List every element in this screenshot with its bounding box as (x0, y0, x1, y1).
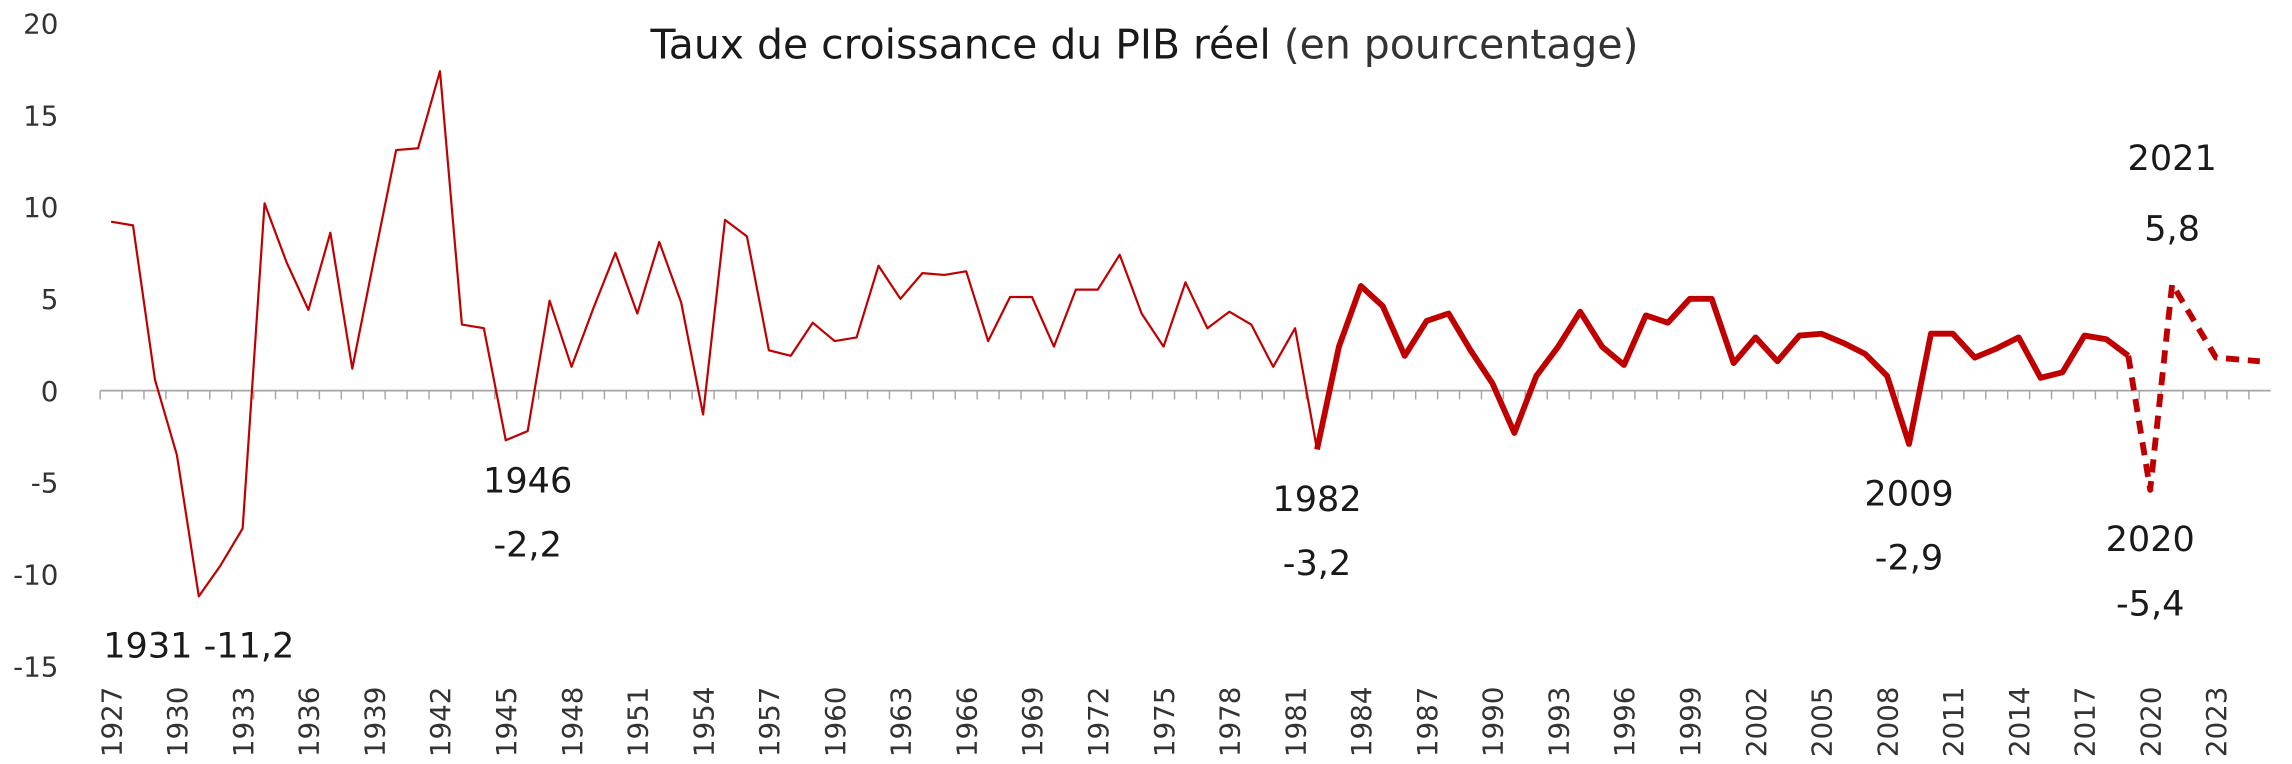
x-tick-label: 1990 (1477, 687, 1510, 758)
x-tick-label: 1939 (358, 687, 391, 758)
x-tick-label: 2023 (2200, 687, 2233, 758)
x-tick-label: 1948 (556, 687, 589, 758)
x-tick-label: 1930 (161, 687, 194, 758)
annotation: -5,4 (2116, 583, 2184, 624)
x-tick-label: 2008 (1871, 687, 1904, 758)
x-tick-label: 1996 (1608, 687, 1641, 758)
annotation: -2,9 (1875, 538, 1943, 579)
chart-title: Taux de croissance du PIB réel (650, 20, 1271, 68)
y-tick-label: -15 (13, 650, 58, 683)
annotation: 1931 -11,2 (103, 626, 294, 667)
chart-title-group: Taux de croissance du PIB réel (en pourc… (650, 20, 1639, 68)
chart-subtitle: (en pourcentage) (1284, 20, 1639, 68)
y-tick-label: -10 (13, 559, 58, 592)
x-tick-label: 1981 (1279, 687, 1312, 758)
x-tick-label: 1936 (293, 687, 326, 758)
x-tick-label: 2005 (1806, 687, 1839, 758)
x-tick-label: 2011 (1937, 687, 1970, 758)
x-tick-label: 1945 (490, 687, 523, 758)
series-line (2125, 281, 2261, 493)
x-tick-label: 1999 (1674, 687, 1707, 758)
x-tick-label: 1975 (1148, 687, 1181, 758)
x-tick-label: 2014 (2003, 687, 2036, 758)
x-tick-label: 1951 (622, 687, 655, 758)
annotation: -3,2 (1283, 543, 1351, 584)
y-tick-label: 20 (23, 8, 58, 41)
y-tick-label: -5 (31, 467, 59, 500)
y-tick-label: 10 (23, 191, 58, 224)
x-tick-label: 2020 (2134, 687, 2167, 758)
series-line (110, 70, 1319, 598)
x-tick-label: 1987 (1411, 687, 1444, 758)
x-tick-label: 1966 (950, 687, 983, 758)
x-tick-label: 1927 (95, 687, 128, 758)
x-tick-label: 1960 (819, 687, 852, 758)
annotation: -2,2 (493, 525, 561, 566)
series-line (1314, 283, 2131, 451)
y-tick-label: 5 (41, 283, 59, 316)
x-tick-label: 1942 (424, 687, 457, 758)
annotation: 5,8 (2144, 208, 2200, 249)
x-tick-label: 1972 (1082, 687, 1115, 758)
x-tick-label: 1963 (885, 687, 918, 758)
x-tick-label: 1978 (1214, 687, 1247, 758)
x-tick-label: 2017 (2069, 687, 2102, 758)
annotation: 1982 (1272, 479, 1361, 520)
x-tick-label: 1957 (753, 687, 786, 758)
x-tick-label: 1933 (227, 687, 260, 758)
x-tick-label: 1954 (687, 687, 720, 758)
x-tick-label: 1969 (1016, 687, 1049, 758)
y-tick-label: 0 (41, 375, 59, 408)
annotation: 2021 (2128, 138, 2217, 179)
y-tick-label: 15 (23, 99, 58, 132)
x-tick-label: 2002 (1740, 687, 1773, 758)
x-tick-label: 1993 (1542, 687, 1575, 758)
annotation: 2020 (2106, 519, 2195, 560)
annotation: 1946 (483, 460, 572, 501)
x-tick-label: 1984 (1345, 687, 1378, 758)
annotation: 2009 (1864, 473, 1953, 514)
